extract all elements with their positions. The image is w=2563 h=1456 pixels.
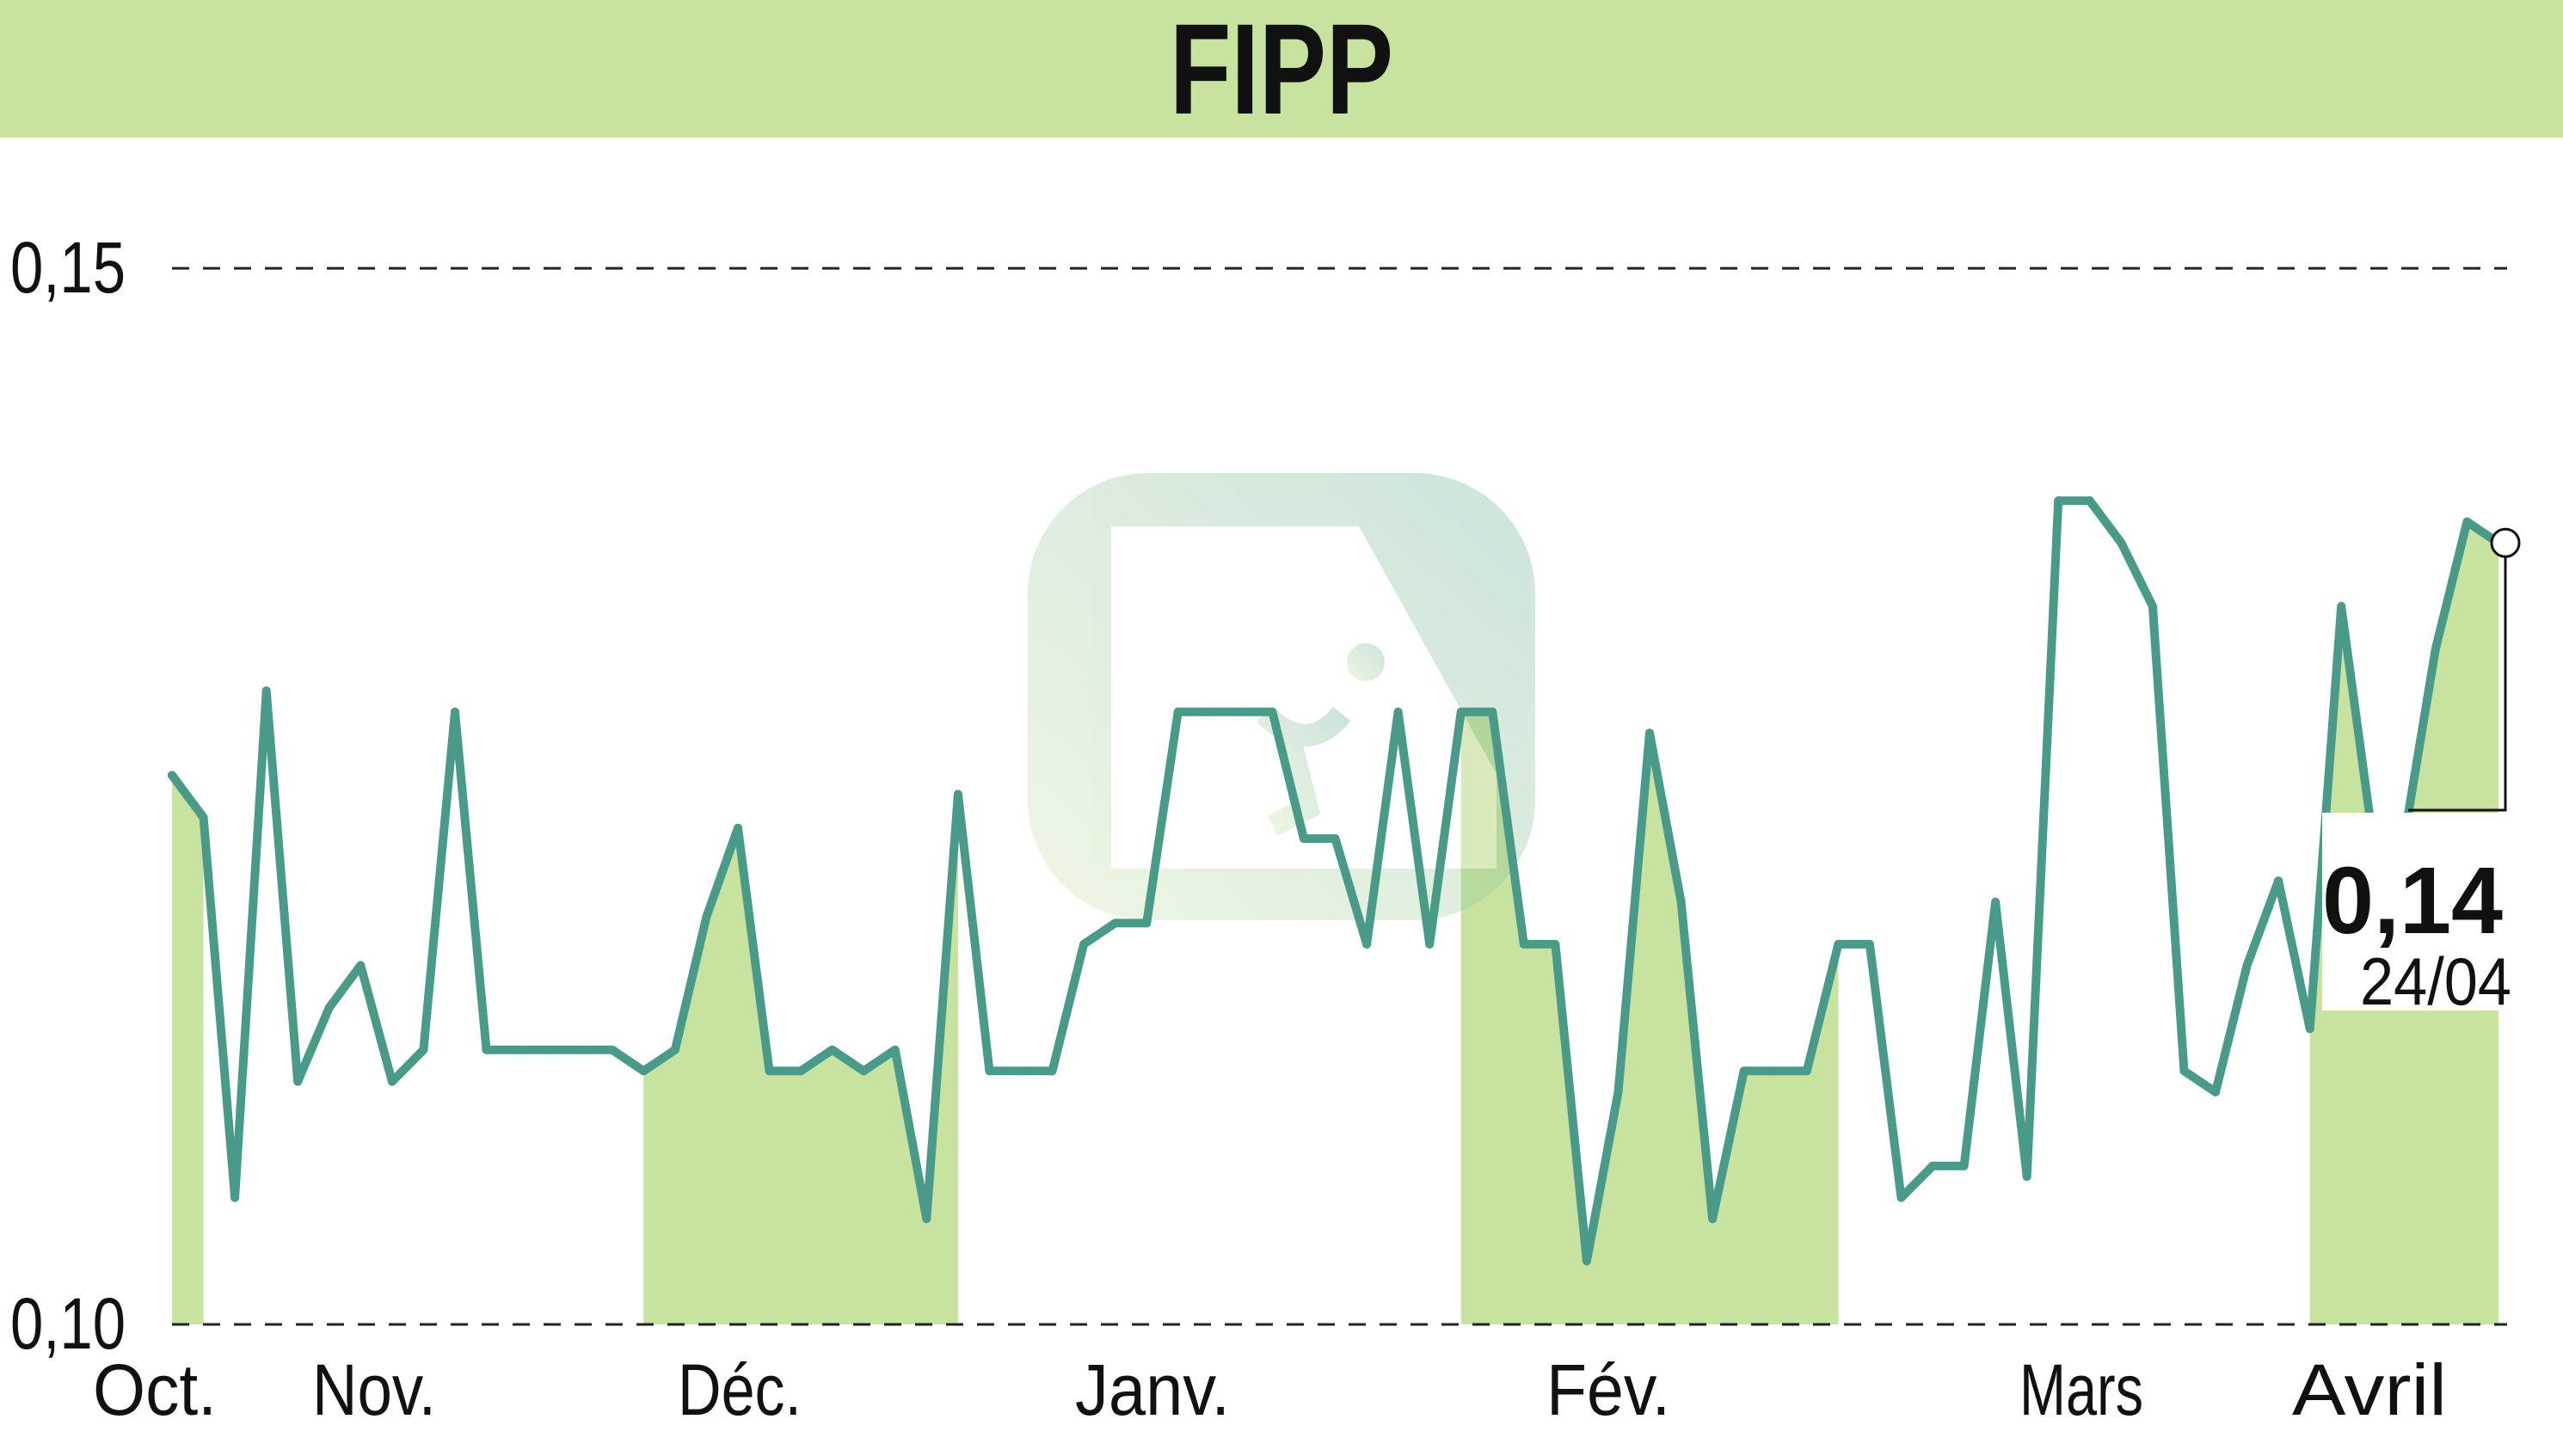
data-point xyxy=(199,813,208,822)
data-point xyxy=(765,1066,774,1076)
data-point xyxy=(1362,939,1372,949)
data-point xyxy=(1551,939,1560,949)
data-point xyxy=(2117,538,2126,548)
data-point xyxy=(1519,939,1528,949)
data-point xyxy=(1142,918,1152,928)
data-point xyxy=(1016,1066,1025,1076)
data-point xyxy=(261,686,271,696)
data-point xyxy=(1205,707,1214,716)
data-point xyxy=(1488,707,1497,716)
data-point xyxy=(2022,1172,2031,1182)
data-point xyxy=(1331,834,1340,844)
data-point xyxy=(1456,707,1466,716)
data-point xyxy=(1834,939,1843,949)
data-point xyxy=(1613,1087,1623,1097)
x-tick-label: Janv. xyxy=(1075,1349,1230,1430)
x-tick-label: Mars xyxy=(2019,1349,2143,1430)
data-point xyxy=(859,1066,869,1076)
data-point xyxy=(419,1045,428,1054)
data-point xyxy=(1771,1066,1780,1076)
data-point xyxy=(2462,517,2472,526)
shade-band-0 xyxy=(172,775,204,1324)
data-point xyxy=(2179,1066,2189,1076)
data-point xyxy=(1928,1161,1938,1170)
chart-title: FIPP xyxy=(1169,0,1394,141)
data-point xyxy=(985,1066,994,1076)
x-tick-label: Fév. xyxy=(1546,1349,1670,1430)
data-point xyxy=(2337,601,2346,611)
x-axis: Oct. Nov. Déc. Janv. Fév. Mars Avril xyxy=(93,1349,2447,1430)
x-tick-label: Déc. xyxy=(678,1349,802,1430)
data-point xyxy=(1865,939,1874,949)
data-point xyxy=(2085,496,2094,506)
x-tick-label: Avril xyxy=(2292,1349,2447,1430)
data-point xyxy=(387,1077,396,1086)
data-point xyxy=(670,1045,679,1054)
data-point xyxy=(922,1214,931,1224)
data-point xyxy=(230,1193,240,1202)
data-point xyxy=(356,961,366,970)
data-point xyxy=(1645,728,1655,738)
data-point xyxy=(1079,939,1089,949)
watermark-logo xyxy=(1028,473,1535,920)
data-point xyxy=(1048,1066,1057,1076)
y-axis: 0,15 0,10 xyxy=(10,228,126,1365)
data-point xyxy=(1991,897,2001,906)
last-value-label: 0,14 xyxy=(2322,848,2503,954)
data-point xyxy=(2431,644,2440,654)
data-point xyxy=(702,912,711,921)
data-point xyxy=(2242,961,2252,970)
last-point-marker xyxy=(2490,527,2521,558)
title-bar xyxy=(0,0,2563,138)
data-point xyxy=(1708,1214,1718,1224)
data-point xyxy=(1896,1193,1906,1202)
data-point xyxy=(482,1045,491,1054)
data-point xyxy=(639,1066,648,1076)
data-point xyxy=(1582,1256,1591,1266)
data-point xyxy=(1739,1066,1749,1076)
data-point xyxy=(796,1066,806,1076)
shade-band-2 xyxy=(1460,711,1839,1324)
data-point xyxy=(1425,939,1435,949)
data-point xyxy=(1959,1161,1969,1170)
annotation-box xyxy=(2322,813,2507,1011)
data-point xyxy=(1173,707,1183,716)
data-point xyxy=(1236,707,1245,716)
data-point xyxy=(450,707,459,716)
data-point xyxy=(2305,1024,2314,1034)
data-point xyxy=(1802,1066,1811,1076)
data-point xyxy=(1676,897,1686,906)
y-tick-label: 0,15 xyxy=(10,228,126,309)
data-point xyxy=(544,1045,554,1054)
data-point xyxy=(2274,876,2283,886)
data-point xyxy=(733,823,742,832)
data-point xyxy=(513,1045,523,1054)
data-point xyxy=(607,1045,617,1054)
data-point xyxy=(1268,707,1277,716)
x-tick-label: Nov. xyxy=(312,1349,436,1430)
data-point xyxy=(576,1045,586,1054)
data-point xyxy=(827,1045,837,1054)
data-point xyxy=(1299,834,1308,844)
data-point xyxy=(168,771,176,780)
data-point xyxy=(324,1003,334,1012)
data-point xyxy=(2054,496,2063,506)
data-point xyxy=(2211,1087,2221,1097)
x-tick-label: Oct. xyxy=(93,1349,217,1430)
data-point xyxy=(1393,707,1403,716)
last-date-label: 24/04 xyxy=(2360,943,2511,1019)
shade-band-1 xyxy=(643,794,958,1324)
data-point xyxy=(2148,601,2157,611)
data-point xyxy=(953,789,962,799)
data-point xyxy=(293,1077,303,1086)
data-point xyxy=(1110,918,1120,928)
annotation-leader xyxy=(2408,550,2507,812)
data-point xyxy=(890,1045,900,1054)
y-tick-label: 0,10 xyxy=(10,1284,126,1365)
